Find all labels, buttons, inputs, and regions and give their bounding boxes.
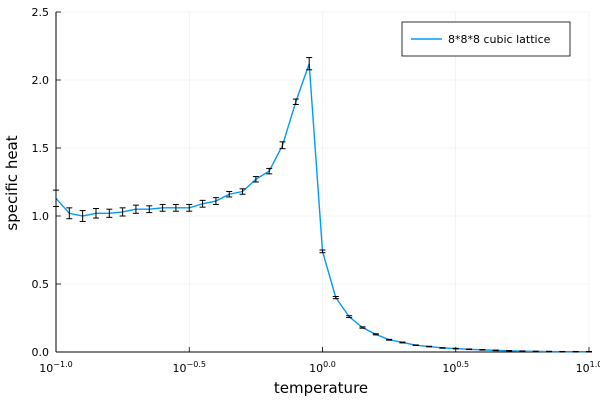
error-bar: [466, 348, 473, 351]
error-bar: [386, 338, 393, 341]
error-bar: [532, 350, 539, 353]
error-bar: [106, 208, 113, 218]
error-bar: [306, 57, 313, 71]
x-tick-label: 10−1.0: [39, 360, 72, 375]
error-bar: [479, 349, 486, 351]
y-tick-label: 2.5: [32, 6, 50, 19]
legend-label: 8*8*8 cubic lattice: [448, 33, 551, 46]
y-tick-label: 1.5: [32, 142, 50, 155]
error-bar: [186, 203, 193, 212]
x-tick-exponent: −0.5: [187, 360, 206, 369]
error-bar: [79, 210, 86, 222]
error-bar: [212, 197, 219, 205]
x-tick-base: 10: [173, 362, 187, 375]
error-bar: [439, 347, 446, 349]
error-bar: [132, 204, 139, 214]
error-bar: [359, 326, 366, 329]
error-bar: [93, 208, 100, 219]
error-bar: [332, 296, 339, 300]
error-bar: [292, 98, 299, 105]
error-bar: [492, 349, 499, 352]
x-tick-exponent: −1.0: [53, 360, 72, 369]
x-tick-label: 100.5: [442, 360, 469, 375]
error-bar: [586, 350, 592, 353]
axes: [55, 11, 590, 353]
x-tick-label: 100.0: [309, 360, 336, 375]
x-axis-title: temperature: [274, 379, 368, 397]
error-bar: [199, 199, 206, 208]
error-bar: [426, 345, 433, 348]
x-tick-exponent: 0.0: [323, 360, 336, 369]
grid-lines: [55, 11, 590, 353]
x-tick-exponent: 0.5: [456, 360, 469, 369]
x-tick-exponent: 1.0: [590, 360, 600, 369]
error-bar: [279, 141, 286, 150]
error-bar: [252, 176, 259, 183]
x-tick-base: 10: [39, 362, 53, 375]
error-bar: [546, 350, 553, 353]
error-bar: [66, 207, 73, 220]
x-tick-base: 10: [576, 362, 590, 375]
error-bar: [412, 344, 419, 346]
error-bar: [226, 191, 233, 198]
x-tick-base: 10: [309, 362, 323, 375]
x-tick-label: 101.0: [576, 360, 600, 375]
error-bar: [559, 350, 566, 353]
tick-labels: 0.00.51.01.52.02.510−1.0 10−0.5 100.0 100.5…: [32, 6, 600, 375]
y-tick-label: 1.0: [32, 210, 50, 223]
error-bar: [399, 341, 406, 344]
y-tick-label: 0.5: [32, 278, 50, 291]
legend: 8*8*8 cubic lattice: [401, 21, 571, 57]
error-bar: [239, 188, 246, 195]
error-bar: [146, 205, 153, 214]
error-bar: [372, 333, 379, 336]
error-bar: [346, 315, 353, 319]
error-bar: [506, 350, 513, 352]
error-bar: [159, 203, 166, 212]
error-bar: [172, 203, 179, 212]
y-axis-title: specific heat: [3, 135, 21, 230]
error-bar: [572, 350, 579, 353]
error-bar: [266, 167, 273, 175]
y-tick-label: 2.0: [32, 74, 50, 87]
y-tick-label: 0.0: [32, 346, 50, 359]
x-tick-label: 10−0.5: [173, 360, 206, 375]
error-bar: [119, 207, 126, 217]
error-bars: [53, 57, 592, 353]
error-bar: [319, 249, 326, 254]
error-bar: [519, 350, 526, 352]
error-bar: [452, 347, 459, 350]
x-tick-base: 10: [442, 362, 456, 375]
error-bar: [53, 189, 59, 207]
